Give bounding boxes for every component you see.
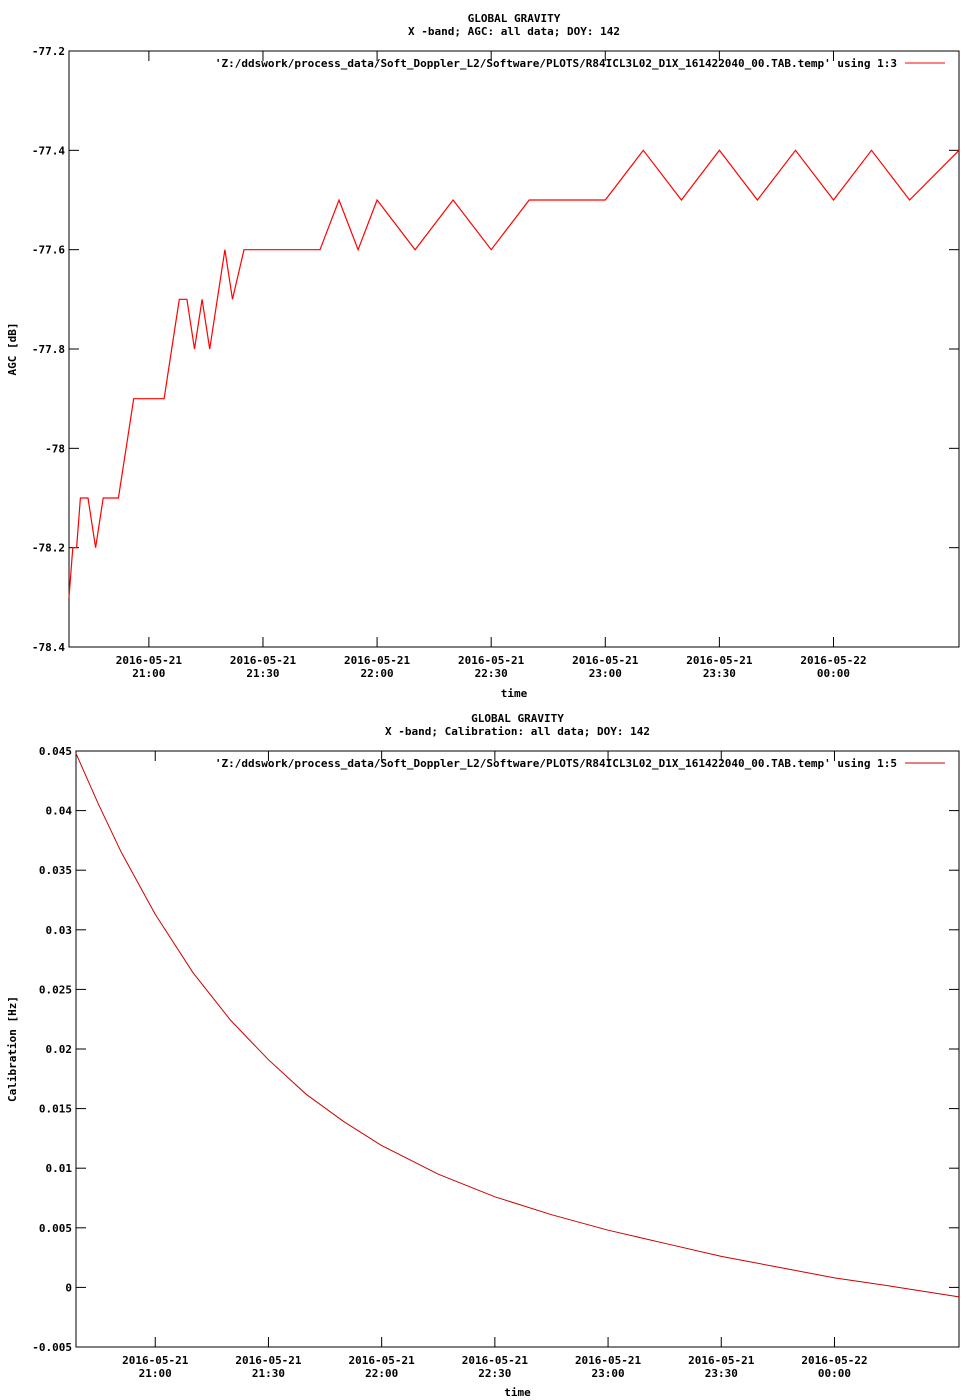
x-tick-date: 2016-05-21 — [575, 1354, 642, 1367]
y-tick-label: 0.045 — [39, 745, 72, 758]
x-tick-date: 2016-05-21 — [122, 1354, 189, 1367]
x-tick-time: 21:00 — [132, 667, 165, 680]
plot-frame — [68, 50, 960, 648]
x-tick-time: 22:00 — [361, 667, 394, 680]
chart-subtitle: X -band; AGC: all data; DOY: 142 — [408, 25, 620, 38]
y-tick-label: 0.03 — [46, 924, 73, 937]
x-tick-date: 2016-05-21 — [462, 1354, 529, 1367]
x-tick-time: 23:00 — [589, 667, 622, 680]
y-tick-label: -78 — [45, 442, 65, 455]
x-tick-date: 2016-05-21 — [116, 654, 183, 667]
y-tick-label: 0.005 — [39, 1222, 72, 1235]
x-tick-date: 2016-05-21 — [686, 654, 753, 667]
y-tick-label: 0.035 — [39, 864, 72, 877]
chart-title: GLOBAL GRAVITY — [468, 12, 561, 25]
y-tick-label: -77.4 — [32, 144, 65, 157]
y-tick-label: 0.01 — [46, 1162, 73, 1175]
y-tick-label: 0.04 — [46, 805, 73, 818]
x-tick-date: 2016-05-21 — [235, 1354, 302, 1367]
y-tick-label: 0 — [65, 1281, 72, 1294]
x-tick-time: 00:00 — [818, 1367, 851, 1380]
y-tick-label: -78.4 — [32, 641, 65, 654]
x-tick-time: 22:30 — [475, 667, 508, 680]
y-tick-label: -77.2 — [32, 45, 65, 58]
y-axis-label: AGC [dB] — [6, 323, 19, 376]
x-tick-time: 22:00 — [365, 1367, 398, 1380]
x-tick-time: 00:00 — [817, 667, 850, 680]
y-tick-label: 0.025 — [39, 983, 72, 996]
legend-label: 'Z:/ddswork/process_data/Soft_Doppler_L2… — [215, 57, 897, 70]
x-tick-date: 2016-05-21 — [344, 654, 411, 667]
x-tick-date: 2016-05-22 — [800, 654, 866, 667]
y-tick-label: -77.8 — [32, 343, 65, 356]
y-tick-label: -77.6 — [32, 244, 65, 257]
y-tick-label: -0.005 — [32, 1341, 72, 1354]
y-tick-label: 0.02 — [46, 1043, 73, 1056]
x-axis-label: time — [504, 1386, 531, 1399]
chart-title: GLOBAL GRAVITY — [471, 712, 564, 725]
x-tick-date: 2016-05-21 — [230, 654, 297, 667]
x-tick-time: 21:30 — [246, 667, 279, 680]
plot-frame — [75, 750, 960, 1348]
series-line — [75, 753, 960, 1298]
legend-label: 'Z:/ddswork/process_data/Soft_Doppler_L2… — [215, 757, 897, 770]
x-tick-time: 21:00 — [139, 1367, 172, 1380]
x-tick-time: 23:30 — [705, 1367, 738, 1380]
x-tick-date: 2016-05-21 — [458, 654, 525, 667]
x-tick-time: 23:30 — [703, 667, 736, 680]
x-tick-time: 21:30 — [252, 1367, 285, 1380]
x-axis-label: time — [501, 687, 528, 700]
x-tick-date: 2016-05-22 — [801, 1354, 867, 1367]
x-tick-time: 22:30 — [478, 1367, 511, 1380]
y-tick-label: 0.015 — [39, 1103, 72, 1116]
x-tick-date: 2016-05-21 — [349, 1354, 416, 1367]
series-line — [68, 149, 960, 598]
x-tick-time: 23:00 — [592, 1367, 625, 1380]
chart-subtitle: X -band; Calibration: all data; DOY: 142 — [385, 725, 650, 738]
x-tick-date: 2016-05-21 — [572, 654, 639, 667]
y-axis-label: Calibration [Hz] — [6, 996, 19, 1102]
x-tick-date: 2016-05-21 — [688, 1354, 755, 1367]
y-tick-label: -78.2 — [32, 542, 65, 555]
